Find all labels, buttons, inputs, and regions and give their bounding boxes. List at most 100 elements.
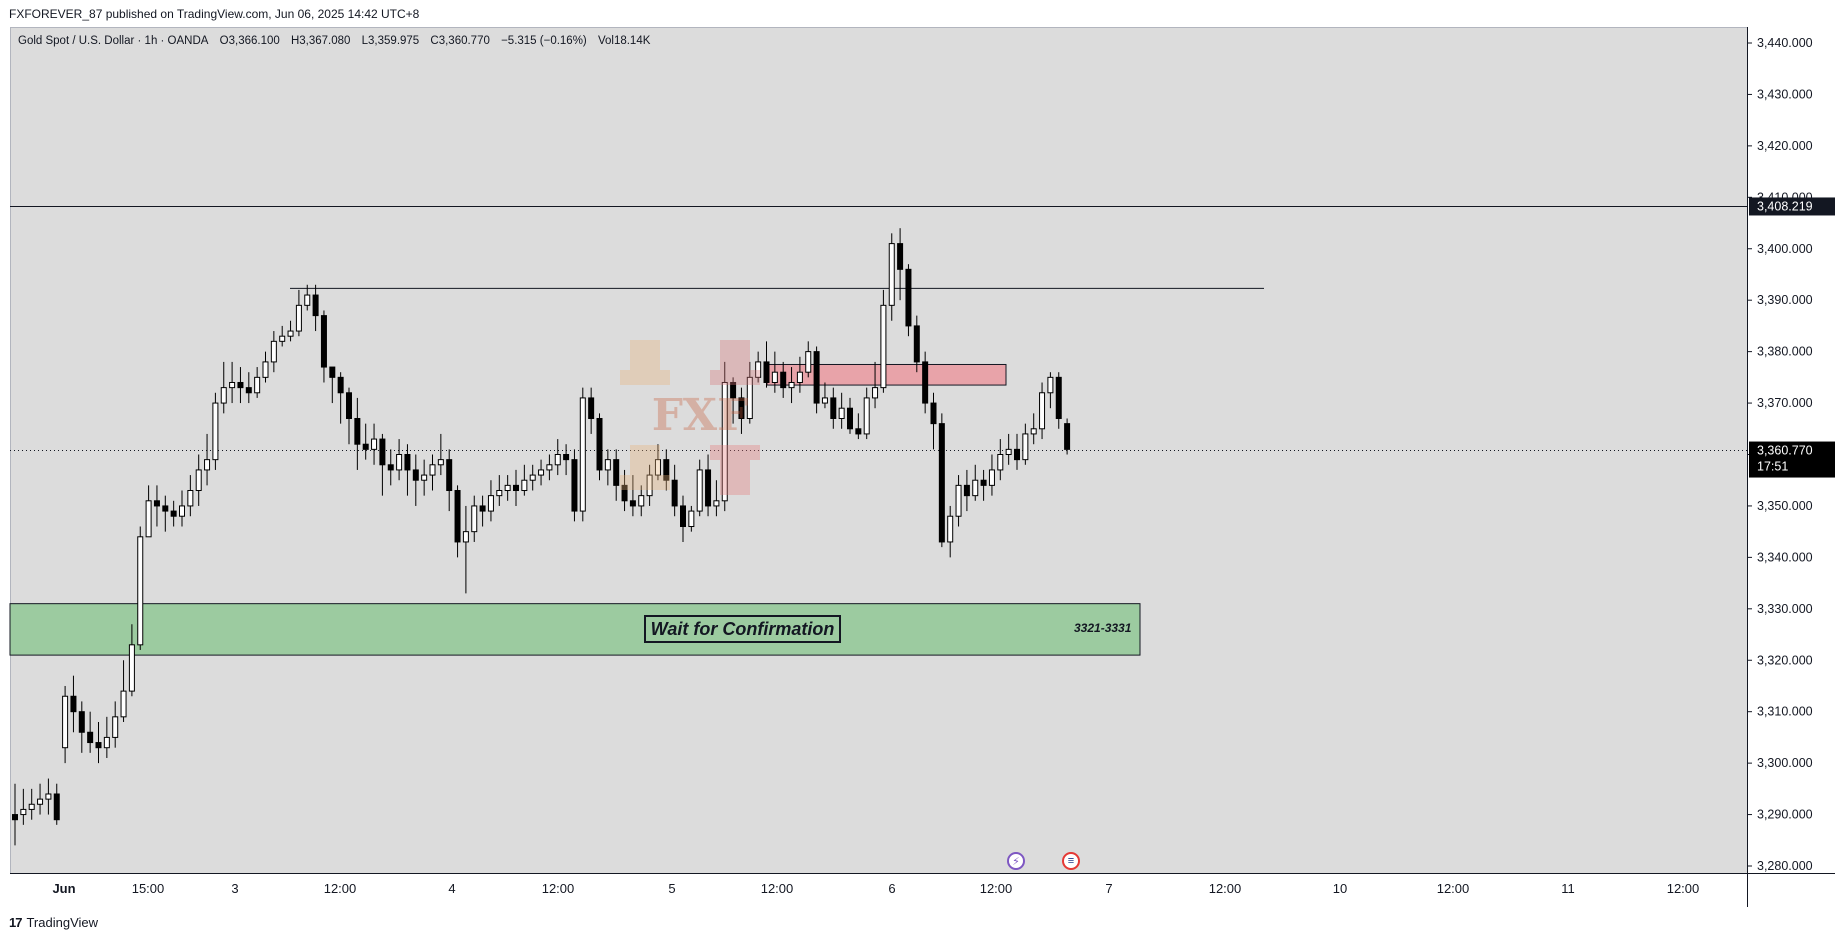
wait-for-confirmation-label[interactable]: Wait for Confirmation: [644, 615, 841, 643]
candle: [972, 464, 979, 501]
bar-countdown-text: 17:51: [1757, 460, 1788, 474]
candle-body-up: [262, 361, 269, 378]
candle: [613, 449, 620, 501]
candle: [28, 788, 35, 820]
time-axis[interactable]: [10, 873, 1747, 907]
time-tick-label: 12:00: [1667, 881, 1700, 896]
last-price-text: 3,360.770: [1757, 444, 1813, 458]
candle: [70, 675, 77, 733]
candle: [220, 361, 227, 414]
candle-body-up: [62, 695, 69, 749]
candle: [103, 716, 110, 758]
candle: [137, 526, 144, 650]
candle: [1047, 372, 1054, 409]
candle-body-up: [137, 536, 144, 646]
candle: [179, 490, 185, 527]
lightning-event-icon[interactable]: ⚡: [1007, 852, 1025, 870]
candle-body-up: [1022, 433, 1029, 461]
candle-body-down: [78, 711, 85, 733]
candle-body-up: [195, 469, 202, 492]
candle-body-up: [37, 798, 44, 805]
candle-body-down: [563, 454, 570, 461]
candle: [863, 387, 870, 440]
candle: [471, 495, 478, 542]
candle-body-up: [838, 407, 845, 419]
time-tick-label: 12:00: [324, 881, 357, 896]
candle: [162, 495, 169, 532]
candle: [229, 361, 236, 404]
candle: [872, 361, 879, 409]
candle-body-down: [245, 387, 252, 394]
candle-body-down: [513, 484, 519, 492]
time-tick-label: 5: [668, 881, 675, 896]
candle-body-down: [730, 381, 737, 399]
candle-body-up: [396, 454, 403, 471]
candle: [546, 454, 553, 481]
candle: [913, 315, 920, 373]
candle-body-down: [680, 505, 686, 528]
candle: [245, 372, 252, 404]
candle-body-down: [454, 490, 461, 543]
candle-body-down: [95, 742, 102, 749]
chart-pane[interactable]: [10, 27, 1747, 873]
candle: [663, 449, 670, 491]
price-tick-label: 3,320.000: [1757, 653, 1813, 667]
volume: Vol18.14K: [597, 35, 651, 47]
candle: [346, 387, 352, 445]
candle-body-up: [805, 351, 812, 373]
candle: [1005, 433, 1012, 465]
tradingview-logo[interactable]: 17 TradingView: [9, 915, 98, 930]
candle-body-up: [220, 387, 227, 404]
candle-body-up: [145, 500, 152, 538]
candle-body-up: [713, 500, 720, 507]
candle: [796, 356, 803, 393]
candle: [688, 505, 695, 532]
candle: [270, 331, 277, 373]
symbol-name[interactable]: Gold Spot / U.S. Dollar · 1h · OANDA: [18, 35, 209, 47]
watermark-logo: FXF: [620, 340, 760, 495]
candle: [287, 320, 294, 342]
candle: [955, 475, 962, 527]
candle: [446, 449, 453, 512]
candle: [554, 439, 561, 476]
candle: [312, 284, 319, 332]
candle: [53, 783, 60, 825]
candle-body-up: [646, 474, 653, 497]
ohlc-open: O3,366.100: [219, 35, 280, 47]
candle: [329, 366, 336, 404]
candle-body-up: [128, 644, 135, 692]
candle-body-down: [596, 417, 603, 471]
candle-body-down: [913, 325, 920, 363]
time-tick-layer: Jun 15:00 3 12:00 4 12:00 5 12:00 6 12:00 7 12:00 10…: [52, 881, 1699, 896]
candle: [254, 367, 261, 398]
candle-body-up: [746, 376, 753, 419]
price-tick-label: 3,380.000: [1757, 345, 1813, 359]
candle-body-up: [579, 397, 586, 512]
candle: [87, 711, 94, 753]
candle: [295, 289, 302, 337]
candle-body-down: [671, 479, 678, 507]
candle-body-up: [872, 387, 879, 399]
candle-body-up: [103, 736, 110, 749]
candle-body-down: [847, 407, 853, 430]
candle-body-down: [412, 469, 419, 481]
us-flag-event-icon[interactable]: ≡: [1062, 852, 1080, 870]
candle-body-up: [421, 474, 428, 481]
candle: [1014, 433, 1020, 470]
symbol-legend[interactable]: Gold Spot / U.S. Dollar · 1h · OANDA O3,…: [18, 35, 658, 47]
candle-body-down: [763, 361, 770, 383]
candle: [588, 387, 595, 434]
time-tick-label: 3: [231, 881, 238, 896]
candle: [922, 351, 929, 414]
price-tick-label: 3,400.000: [1757, 242, 1813, 256]
candle: [563, 444, 570, 476]
publish-info: FXFOREVER_87 published on TradingView.co…: [9, 7, 420, 21]
candle-body-down: [87, 731, 94, 744]
candle-body-down: [905, 268, 912, 327]
candle: [145, 485, 152, 538]
candle: [646, 464, 653, 506]
time-tick-label: 6: [888, 881, 895, 896]
candle: [12, 783, 18, 846]
candle: [629, 475, 636, 517]
candle: [429, 454, 436, 491]
